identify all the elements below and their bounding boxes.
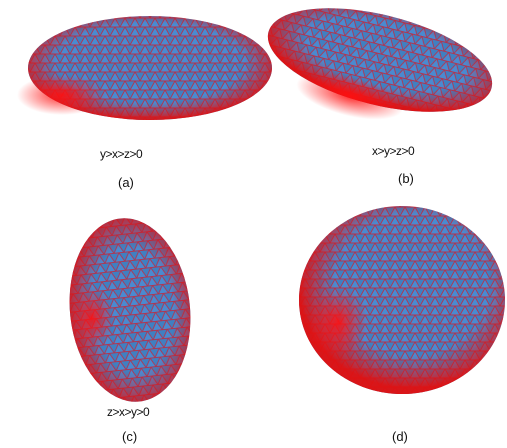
ellipsoid-c: [69, 218, 191, 402]
caption-b: (b): [398, 171, 414, 186]
ellipsoid-a: [17, 16, 272, 120]
condition-b: x>y>z>0: [372, 144, 415, 158]
condition-a: y>x>z>0: [100, 147, 143, 161]
caption-a: (a): [118, 175, 134, 190]
ellipsoid-b: [267, 8, 493, 120]
caption-d: (d): [392, 429, 408, 444]
caption-c: (c): [122, 429, 138, 444]
condition-c: z>x>y>0: [107, 405, 150, 419]
ellipsoid-d: [299, 206, 505, 394]
